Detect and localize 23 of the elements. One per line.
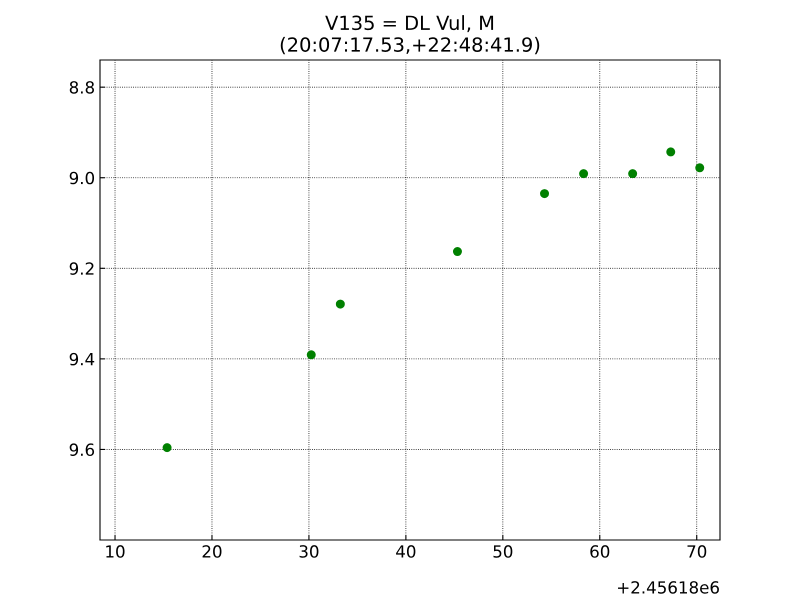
point bbox=[695, 163, 704, 172]
x-tick-label: 50 bbox=[494, 545, 512, 558]
x-tick-label: 30 bbox=[300, 545, 318, 558]
y-tick-label: 9.0 bbox=[70, 172, 94, 184]
point bbox=[628, 169, 638, 178]
point bbox=[666, 147, 676, 156]
y-tick-label: 8.8 bbox=[70, 81, 94, 94]
point bbox=[306, 350, 316, 360]
y-tick-label: 9.4 bbox=[70, 352, 94, 366]
point bbox=[540, 189, 550, 198]
x-tick-label: 60 bbox=[590, 545, 610, 558]
point bbox=[336, 300, 345, 309]
y-tick-label: 9.2 bbox=[70, 262, 94, 275]
x-tick-label: 20 bbox=[202, 545, 222, 558]
point bbox=[162, 443, 172, 452]
x-tick-label: 10 bbox=[106, 545, 125, 558]
point bbox=[452, 247, 462, 256]
x-tick-label: 70 bbox=[687, 545, 706, 558]
point bbox=[579, 169, 588, 178]
text: +2.45618e6 bbox=[618, 581, 719, 594]
x-tick-label: 40 bbox=[396, 545, 416, 558]
y-tick-label: 9.6 bbox=[70, 443, 94, 456]
chart-title: V135 = DL Vul, M (20:07:17.53,+22:48:41.9) bbox=[280, 15, 540, 54]
